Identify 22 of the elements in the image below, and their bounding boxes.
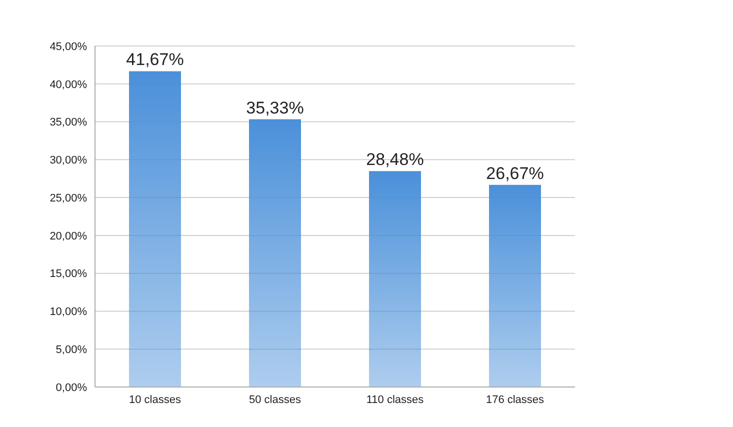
bar (369, 171, 421, 387)
y-tick-label: 45,00% (50, 40, 88, 53)
y-tick-label: 40,00% (50, 78, 88, 91)
y-tick-label: 5,00% (56, 344, 88, 356)
data-label: 28,48% (366, 150, 424, 170)
y-tick-label: 10,00% (50, 306, 88, 318)
y-tick-label: 25,00% (50, 192, 88, 204)
y-tick-label: 0,00% (56, 382, 88, 394)
y-tick-label: 35,00% (50, 116, 88, 129)
data-label: 35,33% (246, 98, 304, 118)
data-label: 26,67% (486, 164, 544, 183)
x-tick-label: 10 classes (129, 394, 182, 406)
x-tick-label: 110 classes (366, 394, 424, 406)
y-tick-label: 15,00% (50, 268, 88, 280)
bar (489, 184, 541, 387)
y-tick-label: 20,00% (50, 230, 88, 242)
bar (249, 119, 301, 387)
data-label: 41,67% (126, 50, 184, 70)
x-tick-label: 176 classes (486, 394, 545, 406)
x-tick-label: 50 classes (249, 394, 302, 406)
bar (129, 71, 181, 387)
y-tick-label: 30,00% (50, 154, 88, 167)
